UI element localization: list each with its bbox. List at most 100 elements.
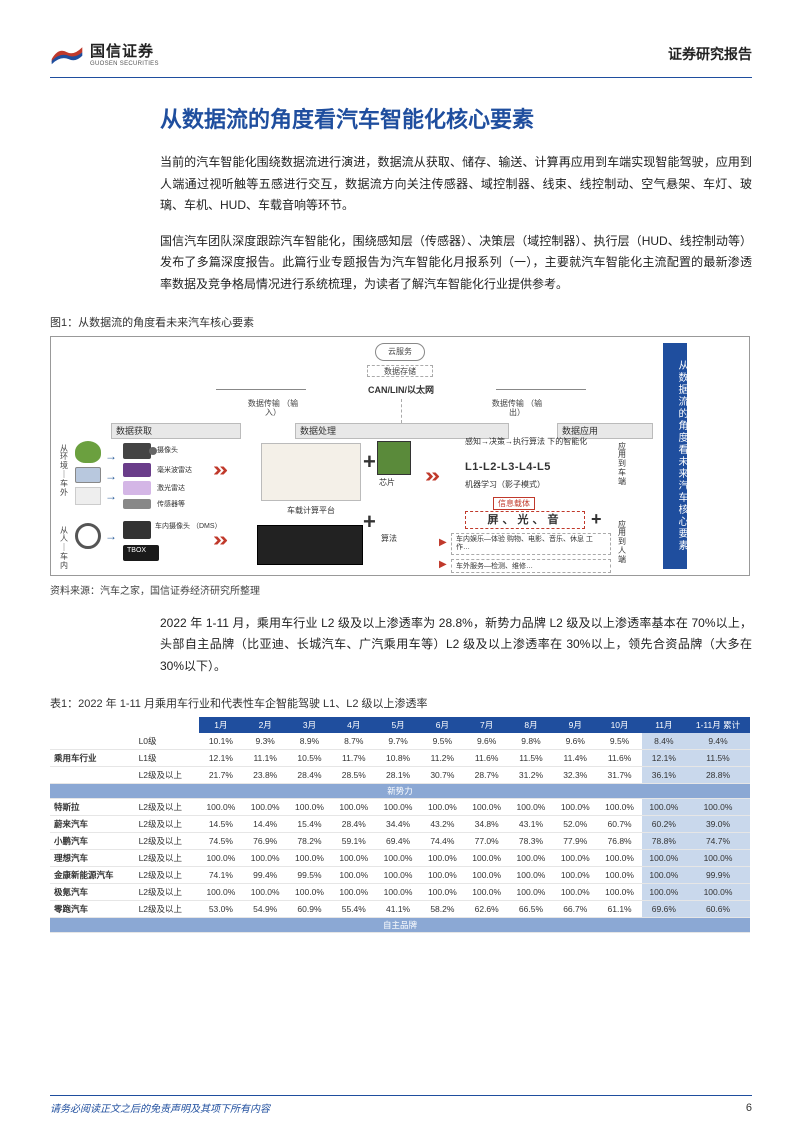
chip-icon [377,441,411,475]
guosen-logo-icon [50,43,84,65]
figure-sidebar-title: 从数据流的角度看未来汽车核心要素 [663,343,687,569]
cloud-node: 云服务 [375,343,425,361]
logo-en-text: GUOSEN SECURITIES [90,61,159,67]
steering-wheel-icon [75,523,101,549]
arrow-icon: → [105,489,117,503]
table-row: 小鹏汽车L2级及以上74.5%76.9%78.2%59.1%69.4%74.4%… [50,833,750,850]
page-header: 国信证券 GUOSEN SECURITIES 证券研究报告 [50,40,752,67]
person-source-label: 从人｜车内 [57,527,71,571]
dashed-connector [401,399,402,423]
arrow-icon: → [105,469,117,483]
sensor-label-4: 传感器等 [157,499,185,509]
footer-disclaimer: 请务必阅读正文之后的免责声明及其项下所有内容 [50,1100,270,1115]
lidar-icon [123,481,151,495]
smart-text: 感知→决策→执行算法 下的智能化 [465,437,605,447]
arrow-icon: → [105,529,117,543]
bus-icon [75,467,101,483]
table-row: 金康新能源汽车L2级及以上74.1%99.4%99.5%100.0%100.0%… [50,867,750,884]
table-row: 零跑汽车L2级及以上53.0%54.9%60.9%55.4%41.1%58.2%… [50,901,750,918]
camera-icon [123,443,151,459]
trans-out-label: 数据传输 （输出） [487,399,547,418]
month-header: 7月 [465,717,509,733]
mid-paragraph: 2022 年 1-11 月，乘用车行业 L2 级及以上渗透率为 28.8%，新势… [160,613,752,678]
arrow-icon: ▶ [439,537,447,548]
paragraph-2: 国信汽车团队深度跟踪汽车智能化，围绕感知层（传感器）、决策层（域控制器）、执行层… [160,231,752,296]
big-arrow-icon: » [425,465,441,488]
month-header: 1-11月 累计 [686,717,750,733]
report-page: 国信证券 GUOSEN SECURITIES 证券研究报告 从数据流的角度看汽车… [0,0,802,1133]
table-row: L2级及以上21.7%23.8%28.4%28.5%28.1%30.7%28.7… [50,767,750,784]
table-row: 极氪汽车L2级及以上100.0%100.0%100.0%100.0%100.0%… [50,884,750,901]
arrow-icon: ▶ [439,559,447,570]
ecu-icon [261,443,361,501]
table-row: 蔚来汽车L2级及以上14.5%14.4%15.4%28.4%34.4%43.2%… [50,816,750,833]
page-number: 6 [746,1102,752,1114]
table-header-row: 1月 2月 3月 4月 5月 6月 7月 8月 9月 10月 11月 1-11月… [50,717,750,733]
table-row: L0级10.1%9.3%8.9%8.7%9.7%9.5%9.6%9.8%9.6%… [50,733,750,750]
table1-caption: 表1：2022 年 1-11 月乘用车行业和代表性车企智能驾驶 L1、L2 级以… [50,695,752,711]
paragraph-1: 当前的汽车智能化围绕数据流进行演进，数据流从获取、储存、输送、计算再应用到车端实… [160,152,752,217]
header-underline [50,77,752,78]
ecu-label: 车载计算平台 [273,505,349,516]
arrow-icon: → [105,449,117,463]
table1: 1月 2月 3月 4月 5月 6月 7月 8月 9月 10月 11月 1-11月… [50,717,750,933]
table-section-row: 自主品牌 [50,918,750,933]
month-header: 5月 [376,717,420,733]
month-header: 9月 [553,717,597,733]
app-car-label: 应用到车端 [615,443,629,487]
mid-content: 2022 年 1-11 月，乘用车行业 L2 级及以上渗透率为 28.8%，新势… [160,613,752,678]
month-header: 10月 [597,717,641,733]
canlin-label: CAN/LIN/以太网 [311,383,491,395]
tbox-label: TBOX [127,547,146,554]
table-row: 理想汽车L2级及以上100.0%100.0%100.0%100.0%100.0%… [50,850,750,867]
autonomy-levels: L1-L2-L3-L4-L5 [465,461,551,473]
env-source-label: 从环境｜车外 [57,445,71,498]
radar-icon [123,463,151,477]
plus-icon: + [363,449,376,475]
trans-in-label: 数据传输 （输入） [243,399,303,418]
app-person-label: 应用到人端 [615,521,629,565]
dashboard-icon [257,525,363,565]
dms-label: 车内摄像头 （DMS） [155,523,222,531]
screen-light-sound: 屏、光、音 [465,511,585,529]
dms-camera-icon [123,521,151,539]
chip-label: 芯片 [379,477,395,488]
tree-icon [75,441,101,463]
logo-block: 国信证券 GUOSEN SECURITIES [50,40,159,67]
storage-node: 数据存储 [367,365,433,377]
table-row: 特斯拉L2级及以上100.0%100.0%100.0%100.0%100.0%1… [50,799,750,816]
report-type-label: 证券研究报告 [668,44,752,64]
table-row: 乘用车行业L1级12.1%11.1%10.5%11.7%10.8%11.2%11… [50,750,750,767]
sensor-icon [123,499,151,509]
info-carrier-label: 信息载体 [493,497,535,510]
algo-label: 算法 [381,533,397,544]
month-header: 3月 [287,717,331,733]
big-arrow-icon: » [213,529,229,552]
month-header: 4月 [332,717,376,733]
big-arrow-icon: » [213,459,229,482]
ml-text: 机器学习（影子模式） [465,479,545,490]
sensor-label-1: 摄像头 [157,445,178,455]
logo-cn-text: 国信证券 [90,40,159,61]
sensor-label-2: 毫米波雷达 [157,465,192,475]
body-content: 从数据流的角度看汽车智能化核心要素 当前的汽车智能化围绕数据流进行演进，数据流从… [160,102,752,296]
month-header: 2月 [243,717,287,733]
out-service: 车外服务—检测、维修… [451,559,611,573]
plus-icon: + [363,509,376,535]
page-footer: 请务必阅读正文之后的免责声明及其项下所有内容 6 [50,1095,752,1115]
stage-get-bar: 数据获取 [111,423,241,439]
month-header: 8月 [509,717,553,733]
sensor-label-3: 激光雷达 [157,483,185,493]
month-header: 11月 [642,717,686,733]
plus-icon: + [591,509,602,530]
road-icon [75,487,101,505]
figure1-source: 资料来源：汽车之家，国信证券经济研究所整理 [50,582,752,597]
month-header: 6月 [420,717,464,733]
month-header: 1月 [199,717,243,733]
table-section-row: 新势力 [50,784,750,799]
figure1-diagram: 云服务 数据存储 CAN/LIN/以太网 数据传输 （输入） 数据传输 （输出）… [50,336,750,576]
out-entertainment: 车内娱乐—体验 购物、电影、音乐、休息 工作… [451,533,611,556]
figure1-caption: 图1：从数据流的角度看未来汽车核心要素 [50,314,752,330]
section-title: 从数据流的角度看汽车智能化核心要素 [160,102,752,134]
penetration-table: 1月 2月 3月 4月 5月 6月 7月 8月 9月 10月 11月 1-11月… [50,717,750,933]
